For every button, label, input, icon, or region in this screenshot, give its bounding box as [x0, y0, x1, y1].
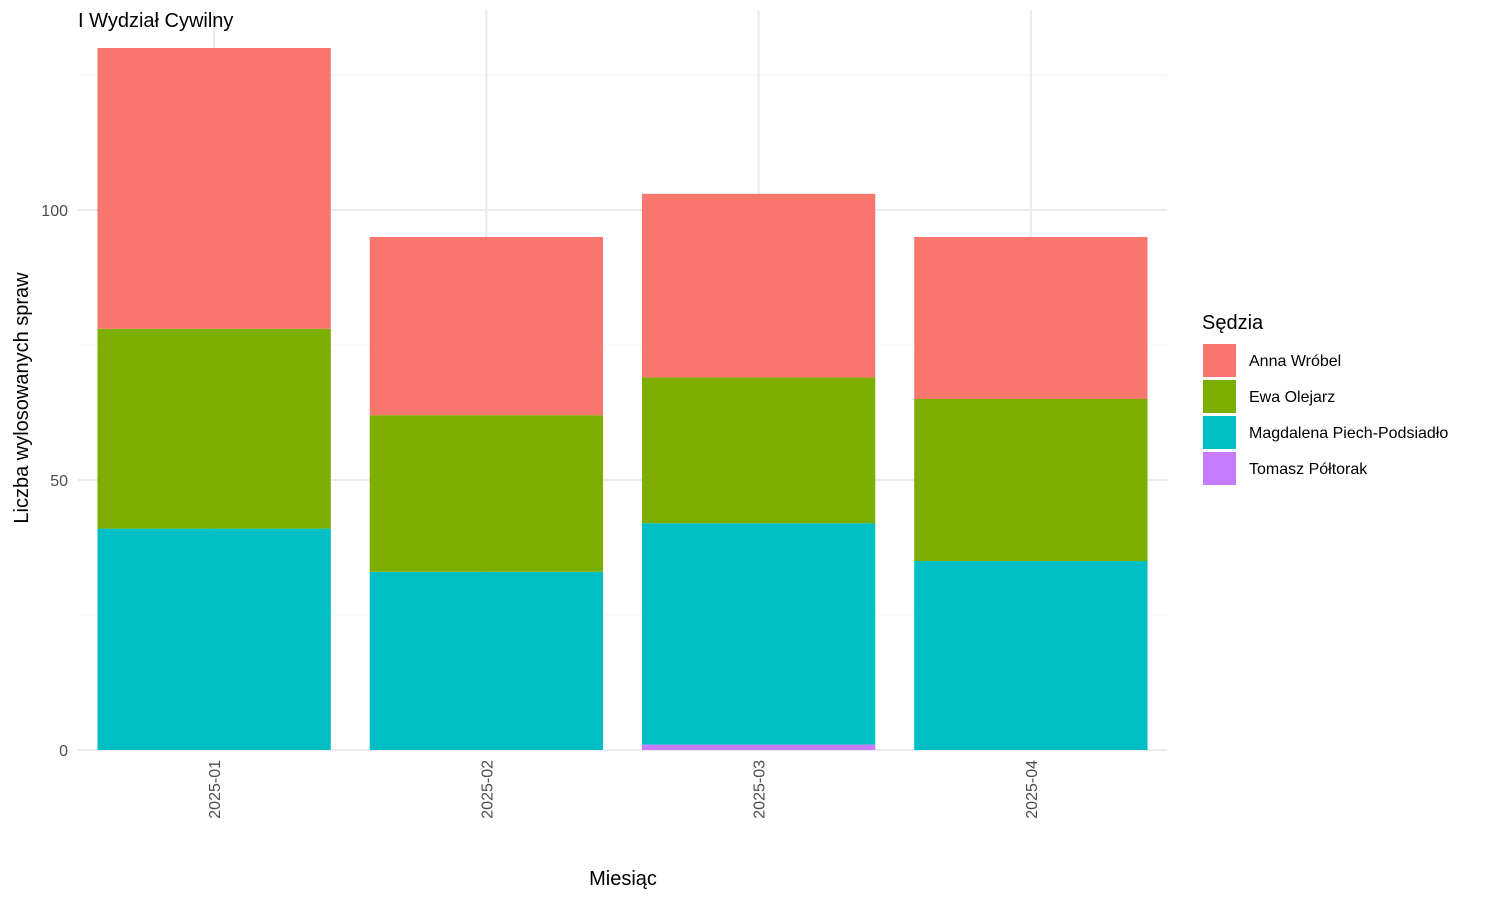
y-tick-label: 0	[59, 743, 68, 760]
legend-label: Ewa Olejarz	[1249, 389, 1335, 406]
y-axis-ticks: 0 50 100	[41, 203, 68, 760]
x-tick-label: 2025-03	[752, 760, 769, 819]
bar-segment	[914, 399, 1148, 561]
bar-segment	[641, 193, 876, 378]
bar-segment	[369, 571, 604, 750]
legend-title: Sędzia	[1202, 312, 1264, 334]
legend-key	[1203, 344, 1236, 377]
chart-title: I Wydział Cywilny	[78, 10, 233, 32]
x-tick-label: 2025-04	[1024, 760, 1041, 819]
bar-segment	[641, 377, 876, 524]
legend-label: Magdalena Piech-Podsiadło	[1249, 425, 1448, 442]
legend-key	[1203, 380, 1236, 413]
legend-key	[1203, 452, 1236, 485]
x-axis-ticks: 2025-01 2025-02 2025-03 2025-04	[207, 760, 1041, 819]
x-tick-label: 2025-02	[479, 760, 496, 819]
y-tick-label: 100	[41, 203, 68, 220]
bars	[97, 48, 1148, 750]
bar-segment	[369, 237, 604, 416]
bar-segment	[97, 528, 331, 750]
legend-label: Anna Wróbel	[1249, 353, 1341, 370]
x-axis-title: Miesiąc	[589, 868, 657, 890]
legend-key	[1203, 416, 1236, 449]
legend-label: Tomasz Półtorak	[1249, 461, 1368, 478]
bar-segment	[369, 415, 604, 572]
bar-segment	[641, 523, 876, 745]
bar-segment	[97, 48, 331, 329]
bar-segment	[641, 744, 876, 750]
y-tick-label: 50	[50, 473, 68, 490]
bar-segment	[914, 561, 1148, 750]
y-axis-title: Liczba wylosowanych spraw	[11, 272, 33, 524]
bar-segment	[97, 328, 331, 529]
x-tick-label: 2025-01	[207, 760, 224, 819]
legend: Sędzia Anna Wróbel Ewa Olejarz Magdalena P…	[1202, 312, 1448, 485]
legend-items: Anna Wróbel Ewa Olejarz Magdalena Piech-Po…	[1203, 344, 1448, 485]
bar-segment	[914, 237, 1148, 399]
